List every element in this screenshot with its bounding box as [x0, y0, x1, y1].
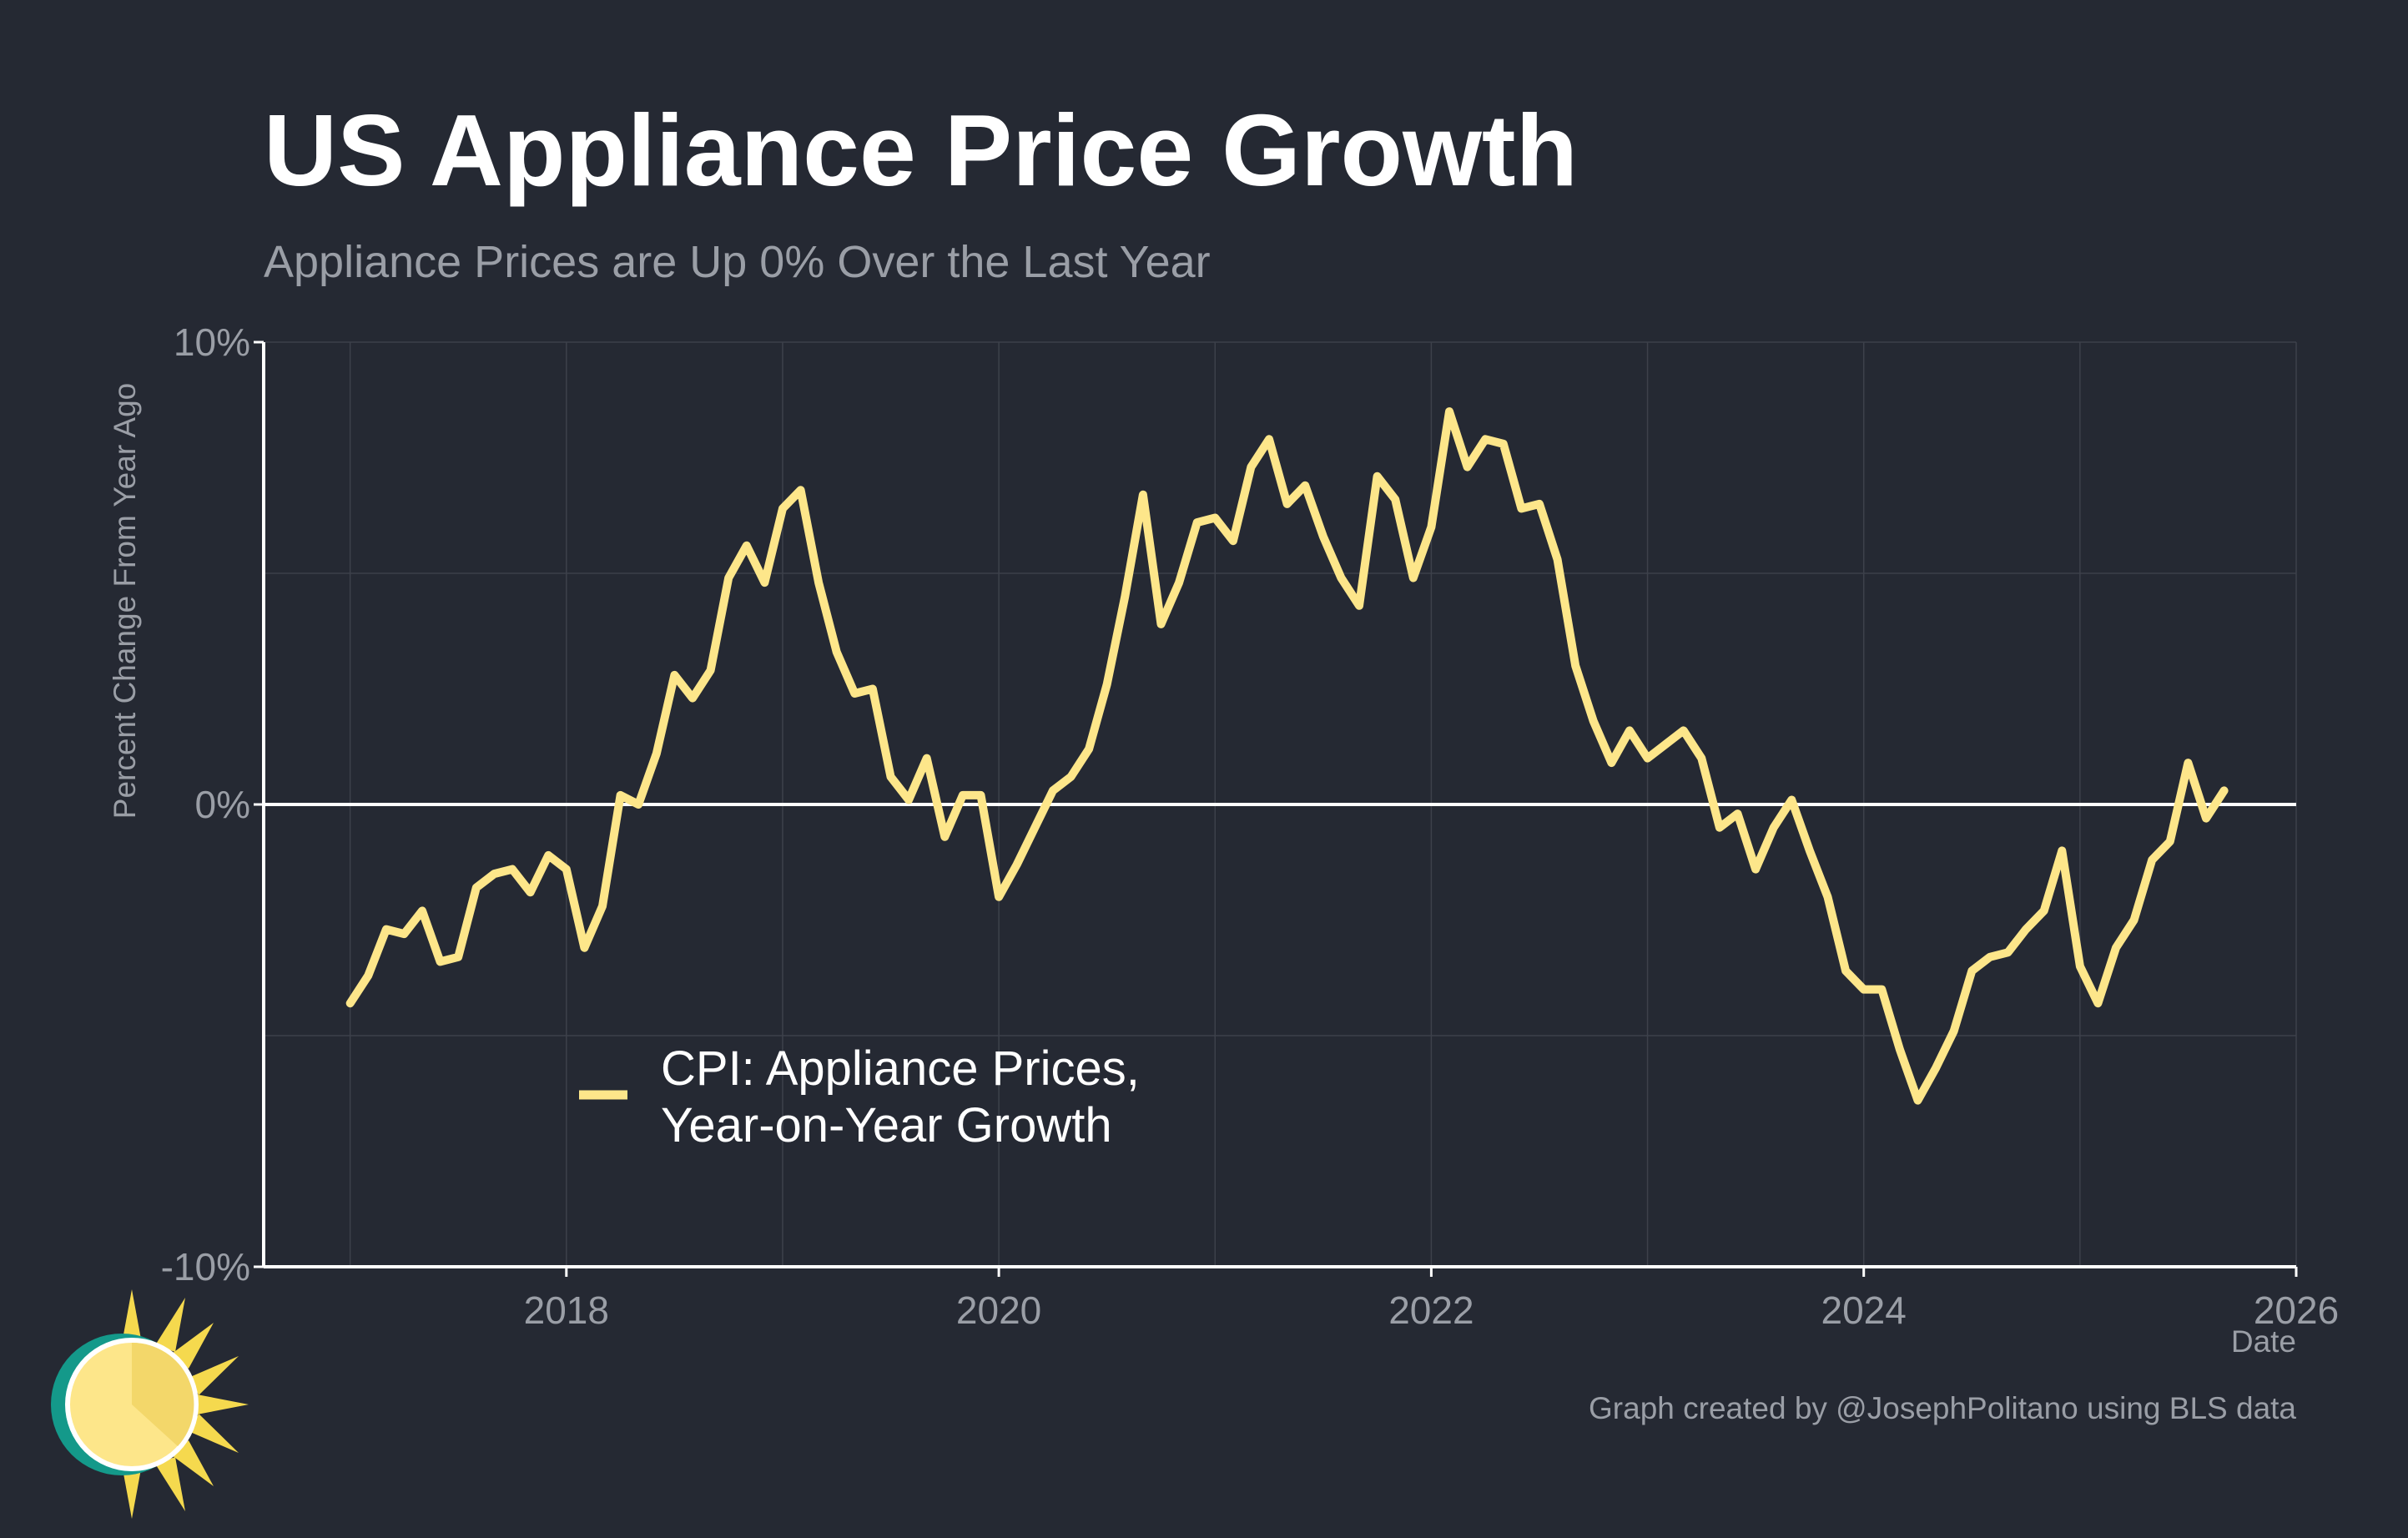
x-tick-label: 2022 [1388, 1288, 1474, 1332]
x-tick-label: 2020 [956, 1288, 1041, 1332]
chart-title: US Appliance Price Growth [264, 93, 1578, 207]
series-line [345, 407, 2229, 1105]
sun-logo-icon [51, 1289, 249, 1519]
x-tick-label: 2018 [524, 1288, 609, 1332]
x-axis-label: Date [2231, 1324, 2296, 1359]
y-axis-ticks: 10% 0% -10% [161, 320, 264, 1288]
y-tick-label: -10% [161, 1245, 250, 1288]
x-axis-ticks: 2018 2020 2022 2024 2026 [524, 1267, 2339, 1332]
x-tick-label: 2026 [2254, 1288, 2339, 1332]
series-layer [345, 407, 2229, 1105]
legend: CPI: Appliance Prices, Year-on-Year Grow… [579, 1041, 1140, 1152]
legend-label-line-2: Year-on-Year Growth [661, 1098, 1112, 1152]
chart-subtitle: Appliance Prices are Up 0% Over the Last… [264, 237, 1211, 287]
legend-label-line-1: CPI: Appliance Prices, [661, 1041, 1140, 1096]
credit-text: Graph created by @JosephPolitano using B… [1589, 1391, 2296, 1425]
x-tick-label: 2024 [1821, 1288, 1907, 1332]
y-tick-label: 0% [195, 783, 250, 826]
y-axis-label: Percent Change From Year Ago [108, 383, 142, 819]
y-tick-label: 10% [174, 320, 250, 364]
